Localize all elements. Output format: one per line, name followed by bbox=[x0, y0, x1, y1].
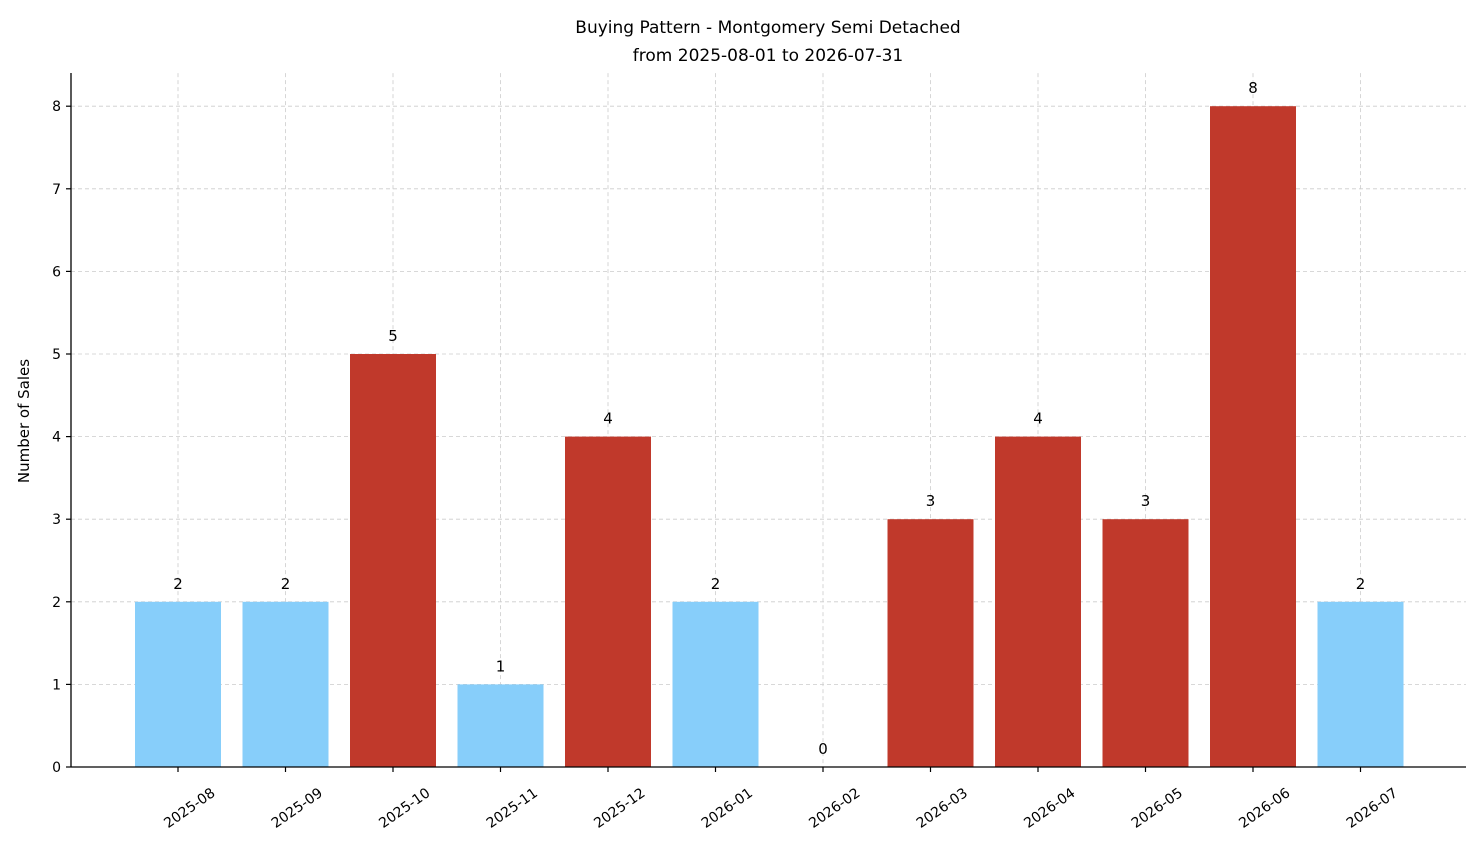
bars-layer bbox=[135, 106, 1404, 767]
data-labels-layer: 2 2 5 1 4 2 0 3 4 3 8 2 bbox=[173, 79, 1365, 758]
x-tick-label-2026-07: 2026-07 bbox=[1344, 785, 1401, 832]
x-tick-label-2025-08: 2025-08 bbox=[161, 785, 218, 832]
x-ticks-layer: 2025-08 2025-09 2025-10 2025-11 2025-12 2026-… bbox=[161, 767, 1401, 832]
data-label-2025-10: 5 bbox=[388, 327, 398, 345]
bar-2026-01 bbox=[672, 601, 759, 767]
bar-2025-10 bbox=[350, 354, 436, 767]
bar-2025-08 bbox=[135, 601, 221, 767]
data-label-2026-02: 0 bbox=[818, 740, 828, 758]
bar-2026-07 bbox=[1317, 601, 1404, 767]
x-tick-label-2025-11: 2025-11 bbox=[484, 785, 541, 832]
bar-2026-05 bbox=[1102, 519, 1189, 767]
y-tick-label: 5 bbox=[52, 347, 61, 363]
x-tick-label-2025-09: 2025-09 bbox=[269, 785, 326, 832]
data-label-2026-04: 4 bbox=[1033, 410, 1043, 428]
bar-2025-12 bbox=[565, 436, 651, 767]
bar-2025-09 bbox=[242, 601, 329, 767]
y-tick-label: 7 bbox=[52, 182, 61, 198]
y-ticks-layer: 0 1 2 3 4 5 6 7 8 bbox=[52, 99, 71, 776]
bar-2026-03 bbox=[887, 519, 974, 767]
y-tick-label: 8 bbox=[52, 99, 61, 115]
chart-subtitle: from 2025-08-01 to 2026-07-31 bbox=[633, 46, 903, 66]
x-tick-label-2026-06: 2026-06 bbox=[1236, 785, 1293, 832]
data-label-2026-01: 2 bbox=[711, 575, 721, 593]
x-tick-label-2025-12: 2025-12 bbox=[591, 785, 648, 832]
x-tick-label-2026-04: 2026-04 bbox=[1021, 785, 1078, 832]
bar-2025-11 bbox=[457, 684, 544, 767]
data-label-2025-12: 4 bbox=[603, 410, 613, 428]
data-label-2025-09: 2 bbox=[281, 575, 291, 593]
y-tick-label: 4 bbox=[52, 430, 61, 446]
data-label-2026-03: 3 bbox=[926, 492, 936, 510]
y-axis-label: Number of Sales bbox=[15, 359, 33, 483]
y-tick-label: 0 bbox=[52, 760, 61, 776]
chart-title: Buying Pattern - Montgomery Semi Detache… bbox=[575, 18, 960, 38]
x-tick-label-2025-10: 2025-10 bbox=[376, 785, 433, 832]
bar-2026-06 bbox=[1210, 106, 1296, 767]
data-label-2026-05: 3 bbox=[1141, 492, 1151, 510]
x-tick-label-2026-03: 2026-03 bbox=[914, 785, 971, 832]
x-tick-label-2026-05: 2026-05 bbox=[1129, 785, 1186, 832]
data-label-2025-08: 2 bbox=[173, 575, 183, 593]
x-tick-label-2026-01: 2026-01 bbox=[699, 785, 756, 832]
y-tick-label: 2 bbox=[52, 595, 61, 611]
bar-2026-04 bbox=[995, 436, 1081, 767]
x-tick-label-2026-02: 2026-02 bbox=[806, 785, 863, 832]
data-label-2026-07: 2 bbox=[1356, 575, 1366, 593]
y-tick-label: 3 bbox=[52, 512, 61, 528]
y-tick-label: 6 bbox=[52, 264, 61, 280]
data-label-2026-06: 8 bbox=[1248, 79, 1258, 97]
y-tick-label: 1 bbox=[52, 677, 61, 693]
data-label-2025-11: 1 bbox=[496, 657, 506, 675]
